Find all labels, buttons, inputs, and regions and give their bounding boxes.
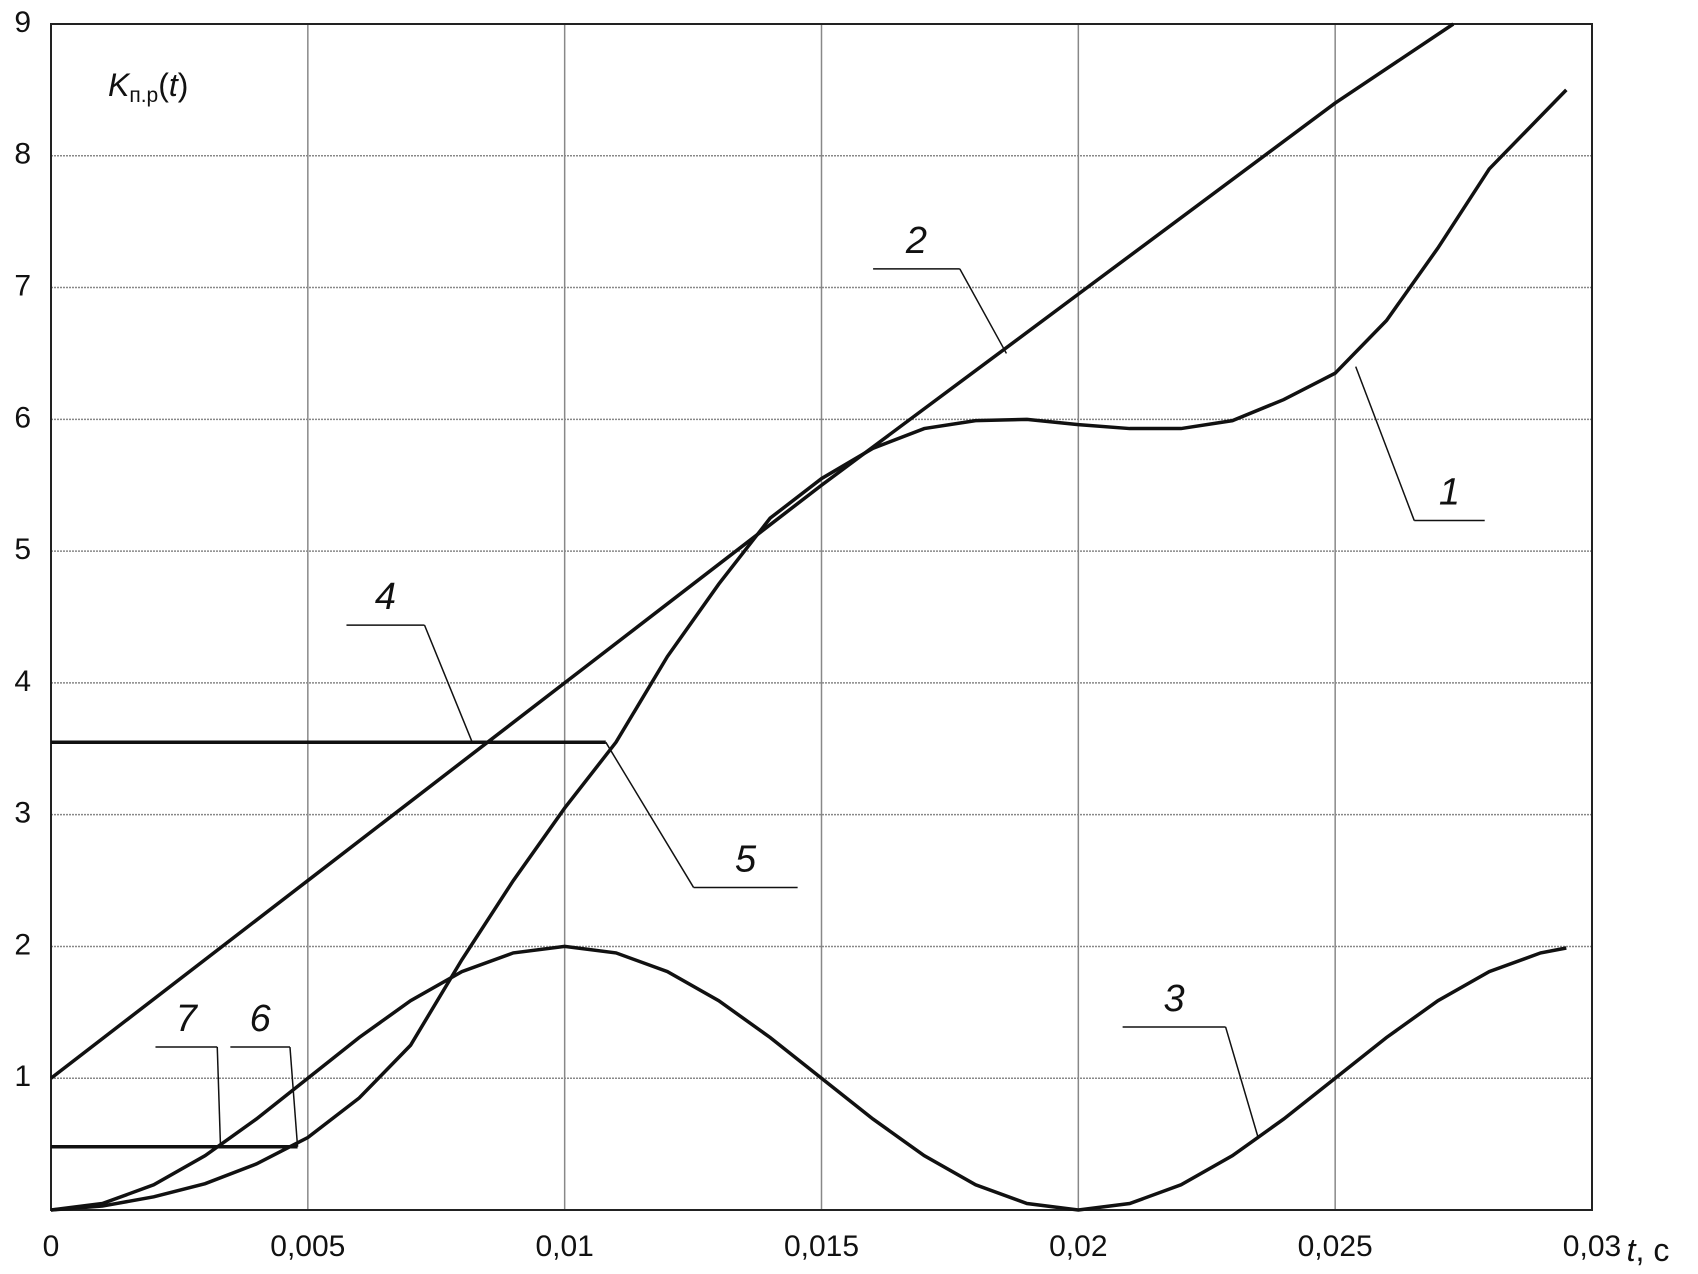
callout-leader (1355, 366, 1415, 521)
callout-label: 2 (905, 220, 927, 262)
y-label-sub: п.р (129, 84, 158, 107)
x-axis-label: t, c (1627, 1232, 1670, 1268)
y-tick-label: 9 (14, 6, 31, 39)
y-tick-label: 1 (14, 1060, 31, 1093)
x-tick-label: 0,025 (1298, 1230, 1373, 1263)
callout-label: 7 (176, 998, 199, 1040)
y-label-var: t (169, 67, 179, 103)
y-tick-label: 3 (14, 797, 31, 830)
callout-label: 3 (1164, 978, 1185, 1020)
series-line (50, 88, 1568, 1212)
y-tick-label: 7 (14, 269, 31, 302)
x-tick-label: 0,03 (1563, 1230, 1621, 1263)
callout-leader (605, 741, 695, 888)
y-tick-label: 5 (14, 533, 31, 566)
callout-label: 1 (1439, 472, 1460, 514)
x-tick-label: 0,01 (535, 1230, 593, 1263)
series-line (49, 22, 1455, 1080)
y-label-close: ) (178, 67, 189, 103)
x-tick-label: 0,02 (1049, 1230, 1107, 1263)
x-label-unit: , c (1636, 1232, 1670, 1268)
x-tick-label: 0,015 (784, 1230, 859, 1263)
callout-leader (959, 268, 1008, 354)
callout-leader (1224, 1026, 1259, 1138)
y-tick-label: 4 (14, 665, 31, 698)
callout-leader (216, 1046, 222, 1147)
callout-label: 4 (375, 576, 396, 618)
x-tick-label: 0 (43, 1230, 60, 1263)
y-label-open: ( (158, 67, 169, 103)
callout-label: 6 (250, 998, 272, 1040)
y-label-main: K (108, 67, 131, 103)
y-tick-label: 2 (14, 928, 31, 961)
callout-label: 5 (735, 838, 757, 880)
plot-frame (50, 23, 1593, 1211)
y-axis-label: Kп.р(t) (108, 67, 188, 106)
callout-leader (289, 1046, 299, 1147)
y-tick-label: 6 (14, 401, 31, 434)
x-tick-label: 0,005 (270, 1230, 345, 1263)
x-label-var: t (1627, 1232, 1637, 1268)
series-line (50, 944, 1567, 1212)
y-tick-label: 8 (14, 138, 31, 171)
callout-leader (423, 624, 473, 743)
